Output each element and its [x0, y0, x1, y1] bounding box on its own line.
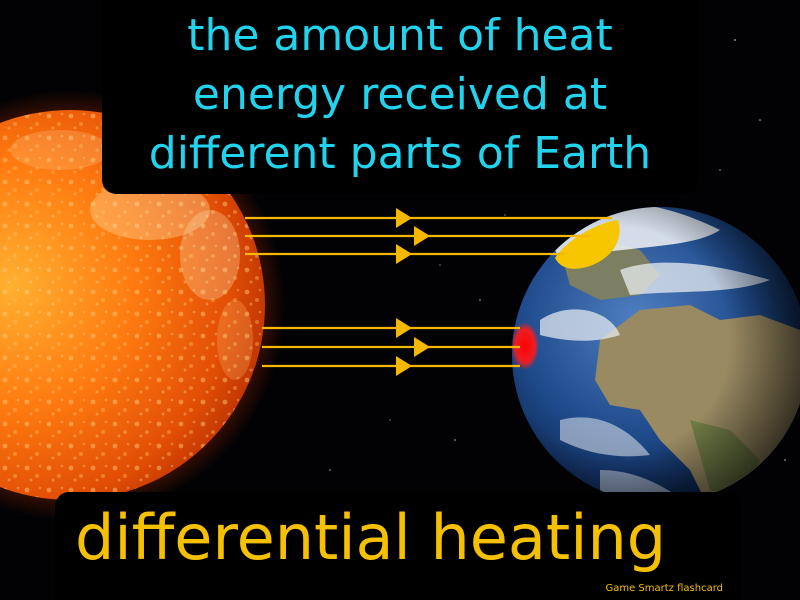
definition-panel: the amount of heat energy received at di… — [102, 0, 698, 194]
polar-heat-spot — [555, 220, 620, 269]
starfield — [329, 39, 786, 471]
term-text: differential heating — [75, 501, 667, 574]
sun-rays — [245, 208, 612, 376]
sun-icon — [0, 90, 285, 520]
equator-heat-spot — [511, 322, 539, 370]
earth-icon — [511, 207, 800, 503]
term-panel: differential heating Game Smartz flashca… — [55, 492, 741, 600]
definition-text: the amount of heat energy received at di… — [148, 9, 652, 179]
brand-label: Game Smartz flashcard — [605, 583, 723, 594]
